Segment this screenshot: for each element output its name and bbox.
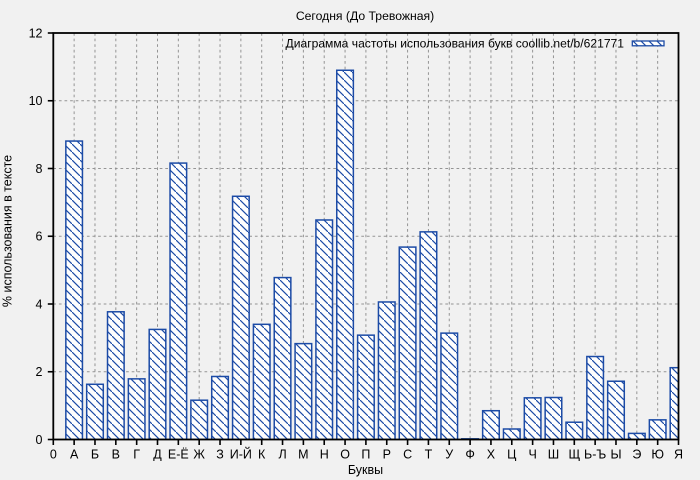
- svg-text:О: О: [340, 448, 350, 462]
- svg-text:Ы: Ы: [610, 448, 621, 462]
- svg-text:10: 10: [29, 94, 43, 108]
- svg-text:Н: Н: [320, 448, 329, 462]
- svg-text:П: П: [361, 448, 370, 462]
- svg-text:Ч: Ч: [528, 448, 536, 462]
- svg-text:С: С: [403, 448, 412, 462]
- svg-text:Ж: Ж: [193, 448, 205, 462]
- svg-text:8: 8: [36, 162, 43, 176]
- svg-text:Л: Л: [278, 448, 286, 462]
- svg-text:У: У: [445, 448, 453, 462]
- svg-text:Э: Э: [632, 448, 641, 462]
- svg-text:Е-Ё: Е-Ё: [168, 448, 189, 462]
- svg-text:Диаграмма частоты использовани: Диаграмма частоты использования букв coo…: [286, 37, 625, 51]
- svg-text:0: 0: [36, 433, 43, 447]
- svg-text:6: 6: [36, 230, 43, 244]
- svg-text:2: 2: [36, 365, 43, 379]
- svg-text:Ь-Ъ: Ь-Ъ: [584, 448, 606, 462]
- svg-text:Д: Д: [153, 448, 162, 462]
- svg-text:12: 12: [29, 26, 43, 40]
- svg-text:Р: Р: [383, 448, 391, 462]
- svg-text:З: З: [216, 448, 224, 462]
- svg-text:М: М: [298, 448, 308, 462]
- svg-text:Х: Х: [487, 448, 496, 462]
- svg-text:И-Й: И-Й: [230, 447, 252, 462]
- svg-text:Ш: Ш: [548, 448, 559, 462]
- svg-text:А: А: [70, 448, 79, 462]
- svg-text:Ф: Ф: [465, 448, 475, 462]
- svg-text:Т: Т: [425, 448, 433, 462]
- svg-text:Ц: Ц: [507, 448, 517, 462]
- svg-text:Сегодня (До Тревожная): Сегодня (До Тревожная): [296, 9, 434, 23]
- svg-text:Ю: Ю: [651, 448, 664, 462]
- svg-text:0: 0: [50, 448, 57, 462]
- svg-text:4: 4: [36, 297, 43, 311]
- svg-text:Г: Г: [133, 448, 140, 462]
- svg-text:Щ: Щ: [568, 448, 580, 462]
- svg-text:Б: Б: [91, 448, 99, 462]
- svg-text:К: К: [258, 448, 266, 462]
- svg-text:Буквы: Буквы: [348, 463, 383, 477]
- svg-text:В: В: [112, 448, 120, 462]
- svg-text:% использования в тексте: % использования в тексте: [1, 155, 15, 307]
- svg-text:Я: Я: [674, 448, 683, 462]
